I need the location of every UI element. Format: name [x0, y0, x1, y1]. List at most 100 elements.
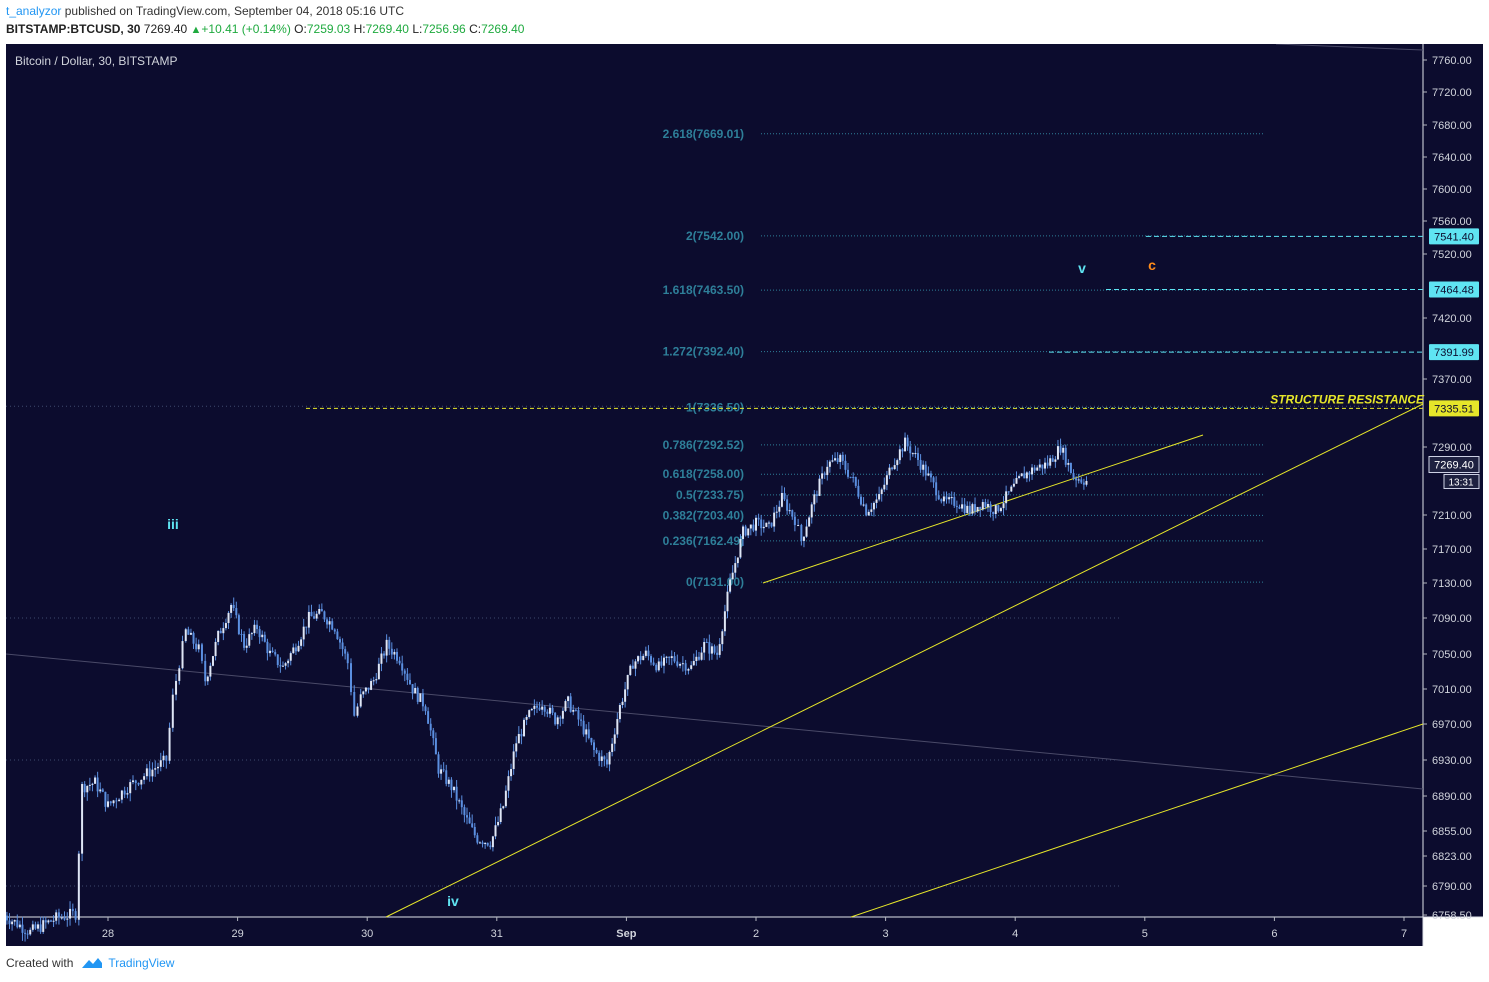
candle-body: [227, 612, 230, 624]
candle-body: [250, 633, 253, 635]
candle-body: [984, 502, 987, 507]
candle-body: [859, 496, 862, 505]
y-tick-label: 7760.00: [1432, 55, 1472, 67]
candle-body: [302, 626, 305, 640]
candle-body: [997, 505, 1000, 512]
candle-body: [1015, 477, 1018, 484]
candle-body: [878, 494, 881, 500]
candle-body: [380, 653, 383, 664]
candle-body: [621, 701, 624, 706]
change-value: +10.41 (+0.14%): [201, 22, 291, 36]
plot-area: [6, 44, 1423, 917]
candle-body: [810, 504, 813, 518]
candle-body: [140, 779, 143, 785]
y-tick-label: 7560.00: [1432, 216, 1472, 228]
candle-body: [471, 823, 474, 827]
fib-level-label: 1.272(7392.40): [663, 345, 744, 359]
candle-body: [281, 665, 284, 667]
candle-body: [867, 511, 870, 516]
candle-body: [406, 673, 409, 680]
trendline-yellow-lower: [850, 723, 1424, 918]
candle-body: [559, 717, 562, 719]
resistance-badge: 7335.51: [1434, 403, 1474, 415]
candle-body: [1028, 472, 1031, 475]
candle-body: [605, 759, 608, 765]
last-price-badge: 7269.40: [1434, 460, 1474, 472]
fib-level-label: 1(7336.50): [686, 400, 744, 414]
candle-body: [533, 705, 536, 709]
candle-body: [476, 835, 479, 843]
candle-body: [548, 707, 551, 714]
candle-body: [34, 924, 37, 929]
close-label: C:: [469, 22, 482, 36]
candle-body: [613, 734, 616, 744]
candle-body: [1067, 462, 1070, 465]
candle-body: [1005, 491, 1008, 504]
candle-body: [1044, 462, 1047, 469]
candle-body: [929, 473, 932, 478]
candle-body: [350, 663, 352, 692]
candle-body: [520, 734, 523, 737]
candle-body: [447, 779, 450, 784]
candle-body: [891, 467, 894, 470]
candle-body: [716, 652, 719, 655]
y-tick-label: 7600.00: [1432, 184, 1472, 196]
candle-body: [232, 604, 235, 609]
target-badge-bg: [1429, 228, 1479, 245]
chart-title: Bitcoin / Dollar, 30, BITSTAMP: [15, 54, 178, 68]
price-chart[interactable]: 0(7131.00)0.236(7162.49)0.382(7203.40)0.…: [6, 44, 1483, 946]
tradingview-logo-icon: [82, 958, 103, 968]
candle-body: [844, 460, 847, 470]
candle-body: [494, 825, 497, 837]
candle-body: [572, 709, 575, 712]
candles: [6, 432, 1088, 942]
candle-body: [690, 665, 693, 669]
candle-body: [826, 466, 829, 476]
wave-label-c: c: [1148, 257, 1156, 273]
wave-label-iii: iii: [167, 516, 179, 532]
candle-body: [805, 526, 808, 537]
candle-body: [398, 660, 401, 664]
candle-body: [815, 494, 818, 496]
candle-body: [353, 691, 356, 716]
candle-body: [841, 454, 844, 461]
candle-body: [800, 525, 803, 541]
candle-body: [107, 801, 109, 807]
candle-body: [424, 706, 427, 712]
fib-level-label: 2(7542.00): [686, 229, 744, 243]
candle-body: [865, 504, 868, 516]
tradingview-brand[interactable]: TradingView: [81, 956, 174, 970]
x-tick-label: 6: [1271, 928, 1277, 940]
candle-body: [206, 676, 209, 682]
candle-body: [401, 663, 404, 671]
candle-body: [989, 504, 992, 512]
candle-body: [63, 917, 66, 920]
candle-body: [181, 641, 184, 669]
candle-body: [729, 579, 732, 592]
last-price: 7269.40: [143, 22, 188, 36]
candle-body: [541, 706, 544, 710]
candle-body: [662, 657, 665, 666]
candle-body: [647, 650, 650, 657]
author-link[interactable]: t_analyzor: [6, 4, 62, 18]
candle-body: [896, 460, 899, 466]
candle-body: [760, 519, 763, 529]
fib-level-label: 0.382(7203.40): [663, 508, 744, 522]
candle-body: [243, 634, 246, 648]
x-tick-label: 7: [1401, 928, 1407, 940]
candle-body: [802, 536, 805, 541]
candle-body: [31, 924, 34, 930]
candle-body: [326, 619, 329, 625]
time-axis: [6, 917, 1423, 946]
candle-body: [999, 508, 1002, 512]
candle-body: [481, 842, 484, 845]
candle-body: [546, 711, 549, 714]
candle-body: [742, 526, 745, 539]
candle-body: [692, 660, 695, 666]
candle-body: [437, 754, 440, 774]
created-with-text: Created with: [6, 956, 74, 970]
candle-body: [491, 836, 494, 848]
candle-body: [137, 782, 140, 785]
candle-body: [434, 738, 437, 755]
candle-body: [333, 629, 336, 632]
